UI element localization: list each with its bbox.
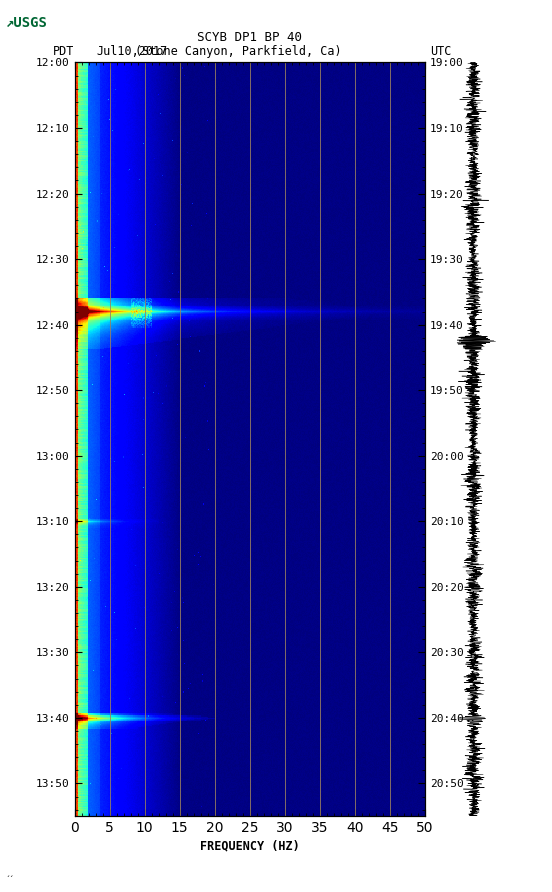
Text: PDT: PDT (52, 45, 74, 58)
Text: SCYB DP1 BP 40: SCYB DP1 BP 40 (197, 31, 302, 44)
Text: Jul10,2017: Jul10,2017 (97, 45, 168, 58)
Text: UTC: UTC (431, 45, 452, 58)
Text: ´´: ´´ (6, 876, 14, 885)
Text: (Stone Canyon, Parkfield, Ca): (Stone Canyon, Parkfield, Ca) (135, 45, 342, 58)
Text: ↗USGS: ↗USGS (6, 16, 47, 30)
X-axis label: FREQUENCY (HZ): FREQUENCY (HZ) (200, 839, 300, 852)
